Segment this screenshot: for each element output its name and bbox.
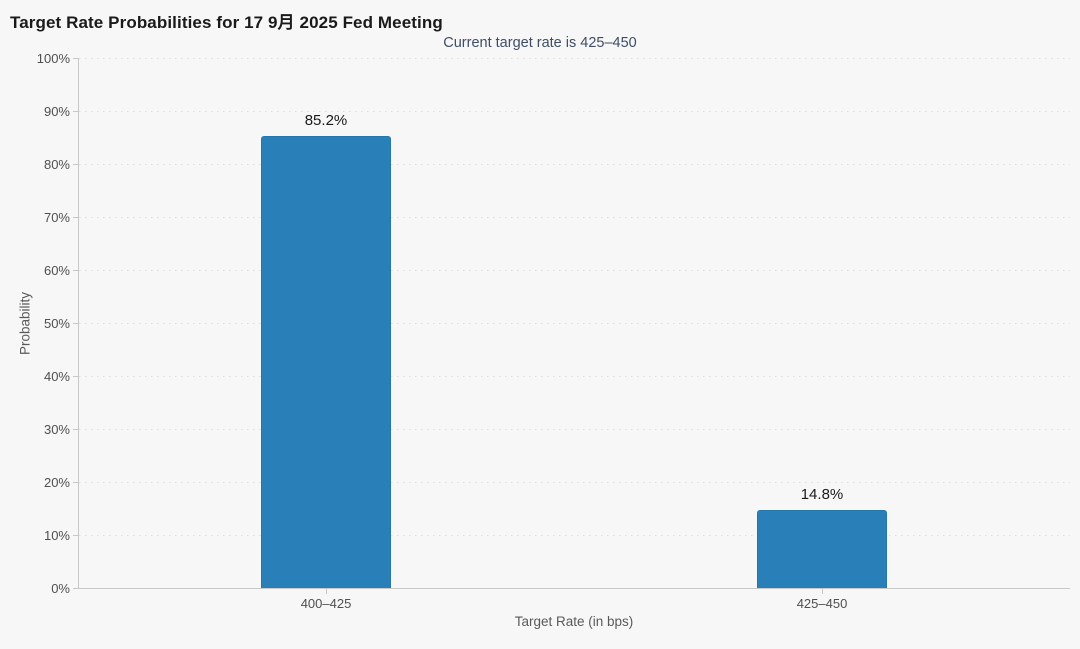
x-axis-tick — [822, 589, 823, 594]
y-axis-tick — [73, 376, 78, 377]
y-axis-tick — [73, 482, 78, 483]
y-axis-tick — [73, 164, 78, 165]
bar-value-label: 14.8% — [800, 485, 844, 503]
gridline-60% — [79, 270, 1070, 271]
y-tick-label: 100% — [36, 51, 70, 66]
gridline-100% — [79, 58, 1070, 59]
y-tick-label: 0% — [51, 581, 70, 596]
x-axis-title: Target Rate (in bps) — [514, 614, 634, 629]
gridline-20% — [79, 482, 1070, 483]
y-axis-tick — [73, 58, 78, 59]
gridline-90% — [79, 111, 1070, 112]
x-tick-label: 425–450 — [796, 596, 848, 611]
y-axis-tick — [73, 588, 78, 589]
y-tick-label: 10% — [43, 528, 70, 543]
y-tick-label: 90% — [43, 104, 70, 119]
y-axis-tick — [73, 323, 78, 324]
y-tick-label: 20% — [43, 475, 70, 490]
gridline-30% — [79, 429, 1070, 430]
y-tick-label: 80% — [43, 157, 70, 172]
gridline-80% — [79, 164, 1070, 165]
x-axis-line — [78, 588, 1070, 589]
x-axis-tick — [326, 589, 327, 594]
bar-value-label: 85.2% — [304, 112, 348, 130]
y-tick-label: 30% — [43, 422, 70, 437]
chart-title: Target Rate Probabilities for 17 9月 2025… — [10, 13, 443, 32]
gridline-50% — [79, 323, 1070, 324]
y-axis-tick — [73, 429, 78, 430]
chart-subtitle: Current target rate is 425–450 — [443, 35, 637, 51]
y-axis-tick — [73, 270, 78, 271]
y-axis-tick — [73, 535, 78, 536]
gridline-10% — [79, 535, 1070, 536]
gridline-70% — [79, 217, 1070, 218]
probability-bar-425–450[interactable] — [757, 509, 887, 588]
y-tick-label: 60% — [43, 263, 70, 278]
y-tick-label: 70% — [43, 210, 70, 225]
y-axis-line — [78, 58, 79, 588]
x-tick-label: 400–425 — [300, 596, 352, 611]
y-tick-label: 50% — [43, 316, 70, 331]
probability-bar-400–425[interactable] — [261, 136, 391, 588]
y-axis-tick — [73, 217, 78, 218]
gridline-40% — [79, 376, 1070, 377]
y-axis-tick — [73, 111, 78, 112]
y-tick-label: 40% — [43, 369, 70, 384]
